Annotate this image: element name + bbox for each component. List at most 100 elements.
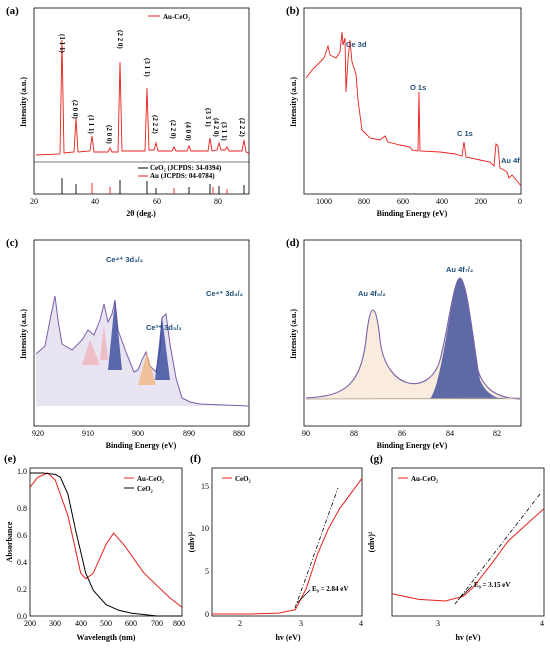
- panel-f-frame: [211, 467, 363, 617]
- xtick: 800: [358, 197, 370, 206]
- panel-d: (d) Intensity (a.u.) Au 4f₇/₂ Au 4f₅/₂ 9…: [286, 237, 522, 450]
- panel-g-eg: E₉ = 3.15 eV: [474, 581, 510, 589]
- panel-a-frame: [33, 7, 250, 195]
- ytick: 15: [201, 482, 209, 491]
- panel-b-peak-c1s: C 1s: [457, 129, 473, 138]
- xtick: 3: [299, 619, 303, 628]
- ytick: 0: [205, 610, 209, 619]
- panel-b-frame: [303, 7, 522, 195]
- xtick: 500: [100, 619, 112, 628]
- panel-c-xticks: 920 910 900 890 880: [32, 429, 245, 438]
- panel-b-xlabel: Binding Energy (eV): [377, 209, 448, 218]
- peak-label: (2 2 2): [151, 115, 159, 134]
- panel-b-peak-ce3d: Ce 3d: [346, 40, 367, 49]
- panel-d-fill-left: [306, 278, 521, 400]
- panel-f-eg-arrow: [296, 589, 311, 604]
- panel-a-series-au-ceo2: [35, 39, 250, 156]
- xtick: 890: [183, 429, 195, 438]
- xtick: 60: [153, 197, 161, 206]
- ytick: 1.0: [17, 467, 27, 476]
- panel-d-envelope: [305, 277, 522, 400]
- panel-f-legend: CeO₂: [235, 475, 251, 483]
- panel-c-envelope-fill: [36, 296, 249, 406]
- panel-a-ref-sticks: [61, 178, 245, 194]
- peak-label: (2 0 0): [71, 100, 79, 119]
- xtick: 3: [436, 619, 440, 628]
- panel-g-legend: Au-CeO₂: [411, 475, 438, 483]
- panel-b: (b) Intensity (a.u.) Ce 3d O 1s C 1s Au …: [286, 5, 522, 218]
- panel-a-ref-ceo2: CeO₂ (JCPDS: 34-0394): [150, 164, 222, 172]
- panel-c-ann-ce3: Ce³⁺ 3d₅/₂: [146, 323, 182, 332]
- panel-g-tangent: [454, 493, 541, 605]
- peak-label: (3 1 1): [143, 58, 151, 77]
- xtick: 300: [49, 619, 61, 628]
- panel-e-series-au-ceo2: [29, 472, 183, 608]
- panel-g-label: (g): [370, 453, 383, 465]
- panel-d-frame: [303, 239, 522, 427]
- peak-label: (2 2 0): [169, 120, 177, 139]
- panel-a-peak-labels: (1 1 1) (2 0 0) (1 1 1) (2 0 0) (2 2 0) …: [58, 30, 246, 144]
- xtick: 1000: [316, 197, 332, 206]
- xtick: 600: [125, 619, 137, 628]
- panel-c-envelope: [35, 295, 250, 407]
- xtick: 400: [436, 197, 448, 206]
- xtick: 200: [475, 197, 487, 206]
- xtick: 920: [32, 429, 44, 438]
- xtick: 400: [75, 619, 87, 628]
- xtick: 40: [91, 197, 99, 206]
- panel-b-series: [305, 31, 522, 187]
- panel-f-tangent: [294, 487, 339, 609]
- panel-e-series-ceo2: [30, 472, 182, 617]
- panel-g-frame: [391, 467, 545, 617]
- panel-e-frame: [29, 467, 183, 617]
- ytick: 0.2: [17, 585, 27, 594]
- panel-d-label: (d): [286, 237, 300, 249]
- panel-c: (c) Intensity (a.u.) Ce⁴⁺ 3d₃/₂ Ce⁴⁺ 3d₅…: [6, 237, 250, 450]
- ytick: 0.6: [17, 531, 27, 540]
- panel-d-fill-au72: [430, 278, 510, 399]
- panel-c-ce4-32-fill: [82, 325, 108, 365]
- panel-c-ce4-52-fill: [108, 300, 170, 380]
- ytick: 10: [201, 524, 209, 533]
- panel-c-ylabel: Intensity (a.u.): [19, 309, 28, 359]
- panel-f-eg: E₉ = 2.84 eV: [312, 585, 348, 593]
- panel-c-frame: [33, 239, 250, 427]
- panel-d-baseline: [305, 397, 522, 400]
- panel-a: (a) Intensity (a.u.) 20 40 60 80 2θ (deg…: [6, 5, 250, 218]
- panel-g-xticks: 3 4: [436, 619, 544, 628]
- peak-label: (2 2 2): [238, 118, 246, 137]
- xtick: 4: [359, 619, 363, 628]
- panel-e: (e) Absorbance 0.0 0.2 0.4 0.6 0.8 1.0 A…: [4, 453, 185, 642]
- panel-a-ref-au: Au (JCPDS: 04-0784): [150, 172, 215, 180]
- peak-label: (1 1 1): [58, 34, 66, 53]
- panel-f-label: (f): [190, 453, 201, 465]
- panel-a-xticks: 20 40 60 80: [30, 197, 222, 206]
- panel-e-yticks: 0.0 0.2 0.4 0.6 0.8 1.0: [17, 467, 27, 621]
- panel-e-ylabel: Absorbance: [5, 521, 14, 562]
- panel-c-ce3-fill: [138, 352, 156, 385]
- panel-b-ylabel: Intensity (a.u.): [289, 77, 298, 127]
- panel-b-label: (b): [286, 5, 300, 17]
- panel-g: (g) (αhv)² Au-CeO₂ E₉ = 3.15 eV 3 4 hv (…: [367, 453, 545, 642]
- peak-label: (4 2 0): [212, 118, 220, 137]
- panel-a-label: (a): [6, 5, 19, 17]
- peak-label: (4 0 0): [184, 122, 192, 141]
- panel-e-label: (e): [4, 453, 17, 465]
- panel-d-ann-au52: Au 4f₅/₂: [358, 289, 386, 298]
- xtick: 600: [397, 197, 409, 206]
- peak-label: (3 1 1): [220, 122, 228, 141]
- panel-f-yticks: 0 5 10 15: [201, 482, 209, 619]
- xtick: 84: [446, 429, 454, 438]
- xtick: 910: [82, 429, 94, 438]
- panel-e-xticks: 200 300 400 500 600 700 800: [24, 619, 185, 628]
- panel-c-xlabel: Binding Energy (eV): [106, 441, 177, 450]
- panel-d-ann-au72: Au 4f₇/₂: [446, 265, 473, 274]
- ytick: 0.0: [17, 612, 27, 621]
- xtick: 200: [24, 619, 36, 628]
- panel-d-xticks: 90 88 86 84 82: [302, 429, 501, 438]
- xtick: 20: [30, 197, 38, 206]
- panel-d-xlabel: Binding Energy (eV): [377, 441, 448, 450]
- ytick: 0.8: [17, 504, 27, 513]
- panel-b-xticks: 1000 800 600 400 200 0: [316, 197, 522, 206]
